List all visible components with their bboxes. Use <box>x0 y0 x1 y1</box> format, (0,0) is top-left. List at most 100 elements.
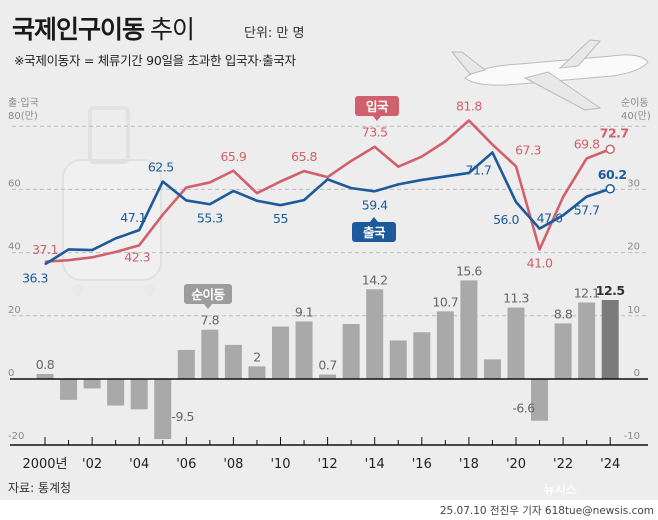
inflow-data-label: 65.9 <box>220 149 246 164</box>
page-title: 국제인구이동 추이 <box>12 10 195 46</box>
outflow-data-label: 47.1 <box>120 210 146 225</box>
net-bar <box>272 326 289 379</box>
net-data-label: 11.3 <box>503 291 529 306</box>
net-bar <box>460 280 478 379</box>
outflow-badge <box>352 222 396 242</box>
credit-text: 25.07.10 전진우 기자 618tue@newsis.com <box>439 505 654 517</box>
net-data-label: 0.8 <box>36 357 55 372</box>
left-axis-title: 출·입국 <box>8 96 39 109</box>
left-axis-tick: 20 <box>8 305 21 316</box>
net-bar <box>248 366 266 379</box>
net-bar <box>483 359 501 379</box>
net-bar <box>436 311 454 379</box>
outflow-data-label: 60.2 <box>598 167 627 182</box>
net-data-label: 14.2 <box>362 272 388 287</box>
credit-bar: 25.07.10 전진우 기자 618tue@newsis.com <box>0 500 658 520</box>
outflow-data-label: 57.7 <box>574 203 600 218</box>
net-bar <box>389 340 407 379</box>
net-bar <box>154 379 172 440</box>
left-axis-tick: -20 <box>8 431 24 442</box>
x-tick-label: '22 <box>553 457 573 472</box>
inflow-data-label: 42.3 <box>124 249 150 264</box>
suitcase-wheel <box>72 284 84 296</box>
net-badge-pointer <box>204 304 212 309</box>
inflow-data-label: 41.0 <box>527 255 553 270</box>
airplane-icon <box>450 39 649 111</box>
net-bar <box>342 324 360 379</box>
right-axis-tick: 30 <box>627 178 640 189</box>
outflow-legend-label: 출국 <box>363 225 386 240</box>
outflow-data-label: 56.0 <box>493 212 519 227</box>
inflow-data-label: 72.7 <box>600 125 629 140</box>
title-main: 국제인구이동 <box>12 15 145 44</box>
net-bar <box>36 373 54 379</box>
outflow-data-label: 36.3 <box>22 270 48 285</box>
outflow-data-label: 47.6 <box>537 211 563 226</box>
x-tick-label: '20 <box>506 457 526 472</box>
watermark-logo: 뉴시스 <box>543 482 577 497</box>
net-bar <box>319 374 337 379</box>
suitcase-wheel <box>144 284 156 296</box>
inflow-badge-pointer <box>373 116 381 121</box>
net-bar <box>366 289 384 379</box>
right-axis-tick: 10 <box>627 305 640 316</box>
net-data-label: 15.6 <box>456 263 482 278</box>
airplane-wing <box>558 39 602 69</box>
inflow-line-point <box>605 144 615 155</box>
net-bar <box>578 302 596 379</box>
net-data-label: 12.5 <box>596 283 625 298</box>
x-tick-label: '12 <box>318 457 338 472</box>
x-tick-label: '02 <box>82 457 102 472</box>
x-tick-label: '24 <box>600 457 620 472</box>
net-badge <box>184 284 232 304</box>
outflow-line-point <box>605 184 615 194</box>
net-data-label: -9.5 <box>172 409 194 424</box>
x-tick-label: '06 <box>176 457 196 472</box>
right-axis-tick: -10 <box>624 431 640 442</box>
net-bar <box>507 307 525 379</box>
right-axis-unit: 40(만) <box>621 110 651 122</box>
inflow-badge <box>355 96 399 116</box>
net-data-label: -6.6 <box>512 401 535 416</box>
x-tick-label: '04 <box>129 457 149 472</box>
x-tick-label: 2000년 <box>22 457 67 472</box>
suitcase-icon <box>62 106 162 296</box>
inflow-data-label: 37.1 <box>32 242 58 257</box>
x-tick-label: '08 <box>223 457 243 472</box>
net-data-label: 9.1 <box>295 304 313 319</box>
net-bar <box>177 349 195 379</box>
left-axis-tick: 60 <box>8 178 21 189</box>
outflow-data-label: 62.5 <box>148 160 174 175</box>
unit-label: 단위: 만 명 <box>244 26 305 41</box>
net-data-label: 10.7 <box>432 294 458 309</box>
inflow-data-label: 65.8 <box>291 149 317 164</box>
net-bar <box>295 321 313 379</box>
x-tick-label: '16 <box>412 457 432 472</box>
inflow-data-label: 69.8 <box>574 136 600 151</box>
source-label: 자료: 통계청 <box>8 481 72 495</box>
net-bar <box>107 379 125 406</box>
net-data-label: 12.1 <box>574 286 600 301</box>
net-legend-label: 순이동 <box>191 287 225 302</box>
outflow-data-label: 59.4 <box>362 197 388 212</box>
net-bar <box>60 379 78 400</box>
net-bar <box>554 323 572 379</box>
net-data-label: 8.8 <box>554 306 573 321</box>
suitcase-handle <box>88 106 130 164</box>
outflow-badge-pointer <box>370 217 378 222</box>
right-axis-tick: 20 <box>627 242 640 253</box>
left-axis-tick: 0 <box>8 368 14 379</box>
net-bar <box>83 379 101 389</box>
net-bar <box>601 300 619 379</box>
outflow-data-label: 71.7 <box>466 162 492 177</box>
net-bar <box>224 344 242 379</box>
inflow-data-label: 81.8 <box>456 99 482 114</box>
net-bar <box>531 379 549 421</box>
left-axis-unit: 80(만) <box>8 110 38 122</box>
x-tick-label: '18 <box>459 457 479 472</box>
net-data-label: 7.8 <box>201 313 220 328</box>
outflow-data-label: 55.3 <box>197 210 223 225</box>
title-suffix: 추이 <box>150 15 195 44</box>
